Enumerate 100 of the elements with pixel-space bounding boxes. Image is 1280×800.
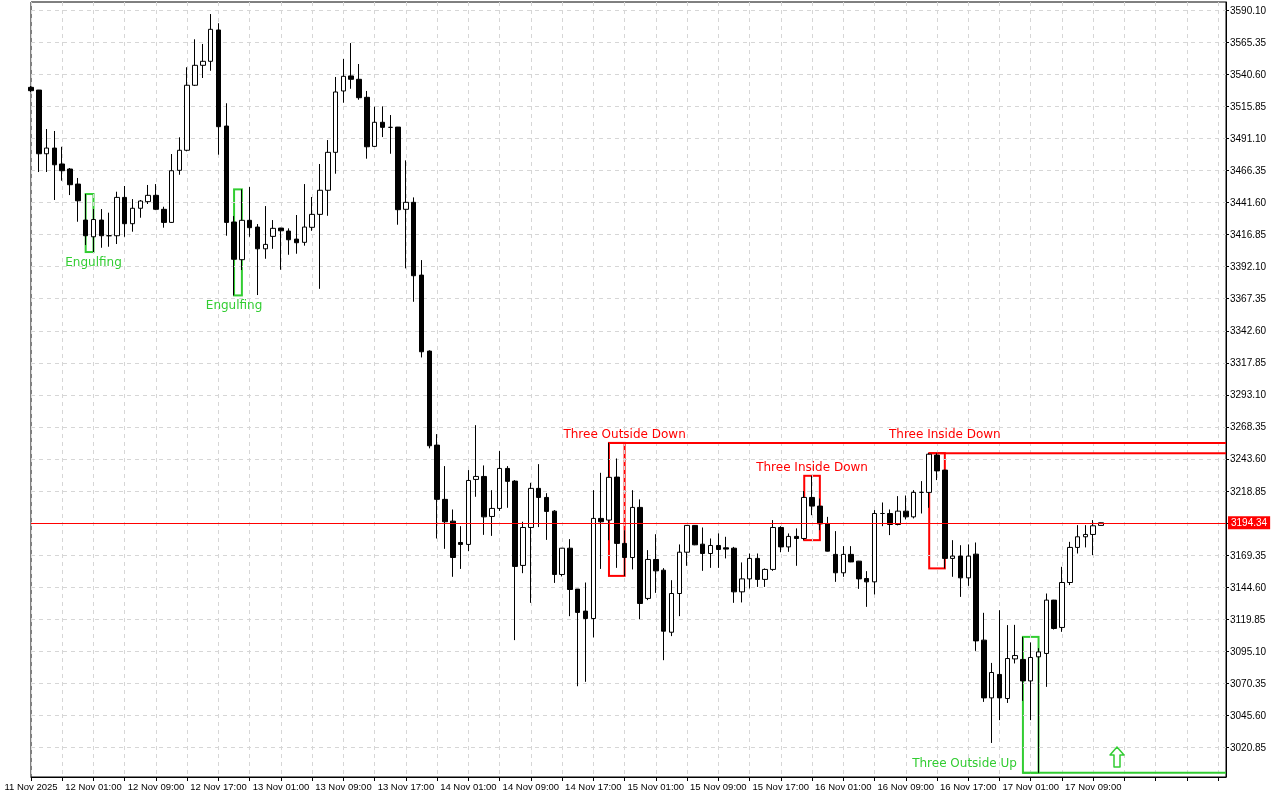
y-tick-label: 3416.85 bbox=[1230, 229, 1267, 241]
candlestick bbox=[231, 215, 237, 296]
y-tick-label: 3243.60 bbox=[1230, 453, 1267, 465]
candlestick bbox=[450, 508, 456, 578]
x-tick-label: 12 Nov 09:00 bbox=[127, 780, 185, 792]
candlestick bbox=[473, 424, 479, 498]
candlestick bbox=[52, 130, 57, 201]
candlestick bbox=[512, 479, 518, 641]
candlestick bbox=[934, 452, 940, 481]
candlestick bbox=[880, 501, 885, 527]
candlestick bbox=[317, 163, 323, 290]
candlestick bbox=[637, 498, 643, 620]
candlestick bbox=[567, 538, 573, 617]
candlestick bbox=[239, 188, 245, 271]
candlestick bbox=[942, 469, 948, 569]
candlestick bbox=[99, 208, 104, 249]
candlestick bbox=[497, 450, 502, 512]
candlestick bbox=[309, 196, 315, 232]
candlestick bbox=[786, 532, 791, 553]
candlestick bbox=[1067, 541, 1073, 586]
candlestick bbox=[716, 532, 721, 569]
y-tick-label: 3095.10 bbox=[1230, 645, 1267, 657]
y-tick-label: 3169.35 bbox=[1230, 549, 1267, 561]
candlestick bbox=[856, 560, 862, 590]
candlestick bbox=[270, 219, 276, 250]
y-tick-label: 3392.10 bbox=[1230, 261, 1267, 273]
candlestick bbox=[395, 126, 401, 226]
candlestick bbox=[200, 43, 206, 79]
candlestick bbox=[841, 545, 846, 578]
candlestick bbox=[419, 259, 424, 358]
candlestick bbox=[692, 524, 698, 546]
candlestick bbox=[731, 546, 737, 604]
candlestick bbox=[505, 465, 510, 509]
y-tick-label: 3268.35 bbox=[1230, 421, 1267, 433]
candlestick bbox=[1012, 624, 1018, 664]
candlestick bbox=[1075, 524, 1080, 554]
y-tick-label: 3466.35 bbox=[1230, 165, 1267, 177]
candlestick bbox=[989, 662, 994, 744]
y-tick-label: 3540.60 bbox=[1230, 68, 1267, 80]
candlestick bbox=[1028, 641, 1033, 721]
y-tick-label: 3144.60 bbox=[1230, 581, 1267, 593]
candlestick bbox=[138, 199, 143, 219]
candlestick bbox=[184, 66, 190, 152]
x-tick-label: 15 Nov 17:00 bbox=[752, 780, 810, 792]
candlestick bbox=[528, 482, 534, 604]
candlestick bbox=[591, 489, 596, 638]
candlestick bbox=[161, 206, 167, 229]
candlestick bbox=[997, 609, 1002, 721]
annotation: Three Inside Down bbox=[755, 459, 868, 474]
candlestick bbox=[606, 442, 612, 541]
candlestick bbox=[356, 63, 362, 101]
candlestick bbox=[583, 582, 588, 683]
candlestick bbox=[153, 183, 159, 211]
candlestick bbox=[981, 612, 987, 703]
candlestick bbox=[809, 475, 815, 516]
y-tick-label: 3515.85 bbox=[1230, 100, 1267, 112]
candlestick bbox=[114, 191, 120, 245]
y-tick-label: 3565.35 bbox=[1230, 36, 1267, 48]
candlestick bbox=[825, 516, 830, 552]
candlestick bbox=[903, 494, 909, 520]
candlestick bbox=[122, 185, 127, 238]
candlestick bbox=[622, 529, 627, 577]
candlestick bbox=[458, 525, 463, 570]
y-tick-label: 3342.60 bbox=[1230, 325, 1267, 337]
candlestick bbox=[848, 545, 854, 563]
candlestick bbox=[598, 472, 604, 570]
candlestick bbox=[341, 58, 346, 104]
candlestick bbox=[466, 469, 471, 552]
candlestick bbox=[333, 76, 338, 175]
x-tick-label: 14 Nov 17:00 bbox=[565, 780, 622, 792]
candlestick bbox=[83, 193, 88, 246]
candlestick bbox=[364, 90, 370, 160]
candlestick bbox=[403, 159, 409, 269]
candlestick bbox=[630, 489, 635, 570]
candlestick bbox=[59, 146, 65, 182]
candlestick bbox=[817, 497, 823, 531]
candlestick bbox=[348, 42, 354, 90]
y-tick-label: 3317.85 bbox=[1230, 357, 1267, 369]
candlestick bbox=[192, 38, 198, 87]
candlestick bbox=[106, 212, 112, 248]
x-tick-label: 15 Nov 01:00 bbox=[627, 780, 685, 792]
candlestick bbox=[130, 198, 135, 233]
x-tick-label: 16 Nov 09:00 bbox=[877, 780, 935, 792]
y-tick-label: 3218.85 bbox=[1230, 485, 1267, 497]
candlestick bbox=[723, 536, 729, 559]
candlestick bbox=[263, 205, 268, 260]
candlestick bbox=[864, 570, 869, 608]
candlestick bbox=[1051, 599, 1057, 631]
x-tick-label: 13 Nov 09:00 bbox=[315, 780, 372, 792]
candlestick bbox=[1020, 636, 1026, 702]
y-tick-label: 3367.35 bbox=[1230, 293, 1267, 305]
candlestick bbox=[895, 495, 901, 526]
candlestick bbox=[966, 543, 971, 587]
x-tick-label: 11 Nov 2025 bbox=[4, 780, 58, 792]
candlestick bbox=[708, 537, 713, 569]
x-tick-label: 12 Nov 01:00 bbox=[65, 780, 122, 792]
y-tick-label: 3045.60 bbox=[1230, 709, 1267, 721]
x-tick-label: 13 Nov 17:00 bbox=[377, 780, 435, 792]
candlestick bbox=[950, 539, 955, 578]
candlestick bbox=[559, 547, 565, 577]
